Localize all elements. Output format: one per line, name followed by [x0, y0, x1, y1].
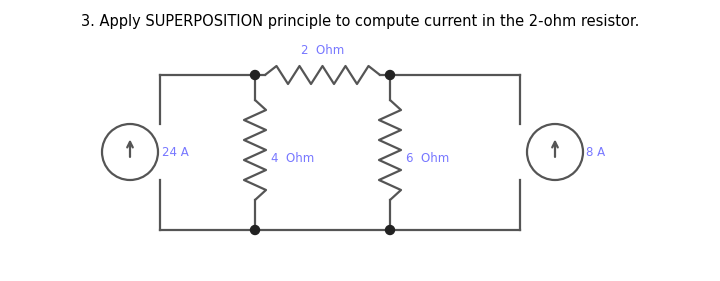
Text: 8 A: 8 A [586, 146, 605, 158]
Circle shape [251, 225, 259, 235]
Text: 2  Ohm: 2 Ohm [301, 44, 344, 57]
Text: 6  Ohm: 6 Ohm [406, 151, 449, 164]
Circle shape [385, 225, 395, 235]
Text: 24 A: 24 A [162, 146, 189, 158]
Text: 4  Ohm: 4 Ohm [271, 151, 314, 164]
Circle shape [385, 71, 395, 80]
Circle shape [251, 71, 259, 80]
Text: 3. Apply SUPERPOSITION principle to compute current in the 2-ohm resistor.: 3. Apply SUPERPOSITION principle to comp… [81, 14, 639, 29]
